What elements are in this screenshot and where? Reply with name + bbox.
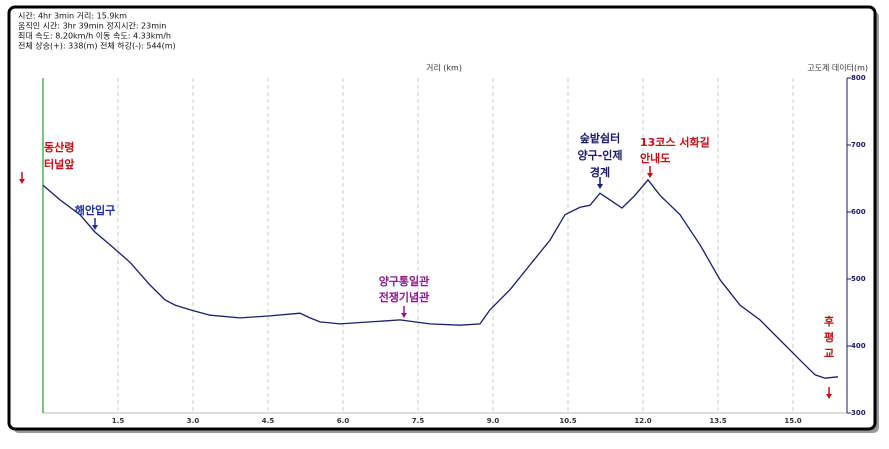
x-tick-label: 13.5 <box>709 417 726 425</box>
y-tick-label: 400 <box>851 342 866 350</box>
x-tick-label: 3.0 <box>187 417 200 425</box>
annotation-arrowhead <box>401 313 407 318</box>
annotation-arrowhead <box>647 173 653 178</box>
annotation-arrowhead <box>92 225 98 230</box>
annotation: 13코스 서화길 <box>640 135 710 149</box>
elevation-line <box>42 178 839 379</box>
annotation: 전쟁기념관 <box>379 290 430 304</box>
y-tick-label: 700 <box>851 141 866 149</box>
annotation: 후 <box>824 314 834 328</box>
x-tick-label: 1.5 <box>112 417 125 425</box>
y-tick-label: 600 <box>851 208 866 216</box>
stat-line: 전체 상승(+): 338(m) 전체 하강(-): 544(m) <box>18 41 176 51</box>
annotation-arrowhead <box>826 394 832 399</box>
x-axis-title: 거리 (km) <box>426 64 462 73</box>
annotation: 양구-인제 <box>577 148 622 162</box>
stat-line: 움직인 시간: 3hr 39min 정지시간: 23min <box>18 21 166 31</box>
annotation: 안내도 <box>640 151 670 165</box>
x-tick-label: 10.5 <box>559 417 576 425</box>
annotation: 동산령 <box>44 140 74 154</box>
stat-line: 최대 속도: 8.20km/h 이동 속도: 4.33km/h <box>18 31 171 41</box>
frame <box>7 5 877 431</box>
annotation-arrowhead <box>19 179 25 184</box>
annotation: 터널앞 <box>44 157 74 171</box>
annotation: 양구통일관 <box>379 274 430 288</box>
x-tick-label: 6.0 <box>337 417 350 425</box>
annotation: 교 <box>824 347 834 360</box>
x-tick-label: 7.5 <box>412 417 425 425</box>
x-tick-label: 4.5 <box>262 417 275 425</box>
y-tick-label: 800 <box>851 74 866 82</box>
annotation: 숲밭쉼터 <box>580 131 620 145</box>
stat-line: 시간: 4hr 3min 거리: 15.9km <box>18 11 127 21</box>
x-tick-label: 15.0 <box>784 417 801 425</box>
y-tick-label: 500 <box>851 275 866 283</box>
annotation-arrowhead <box>597 184 603 189</box>
y-axis-title: 고도계 데이터(m) <box>807 63 868 73</box>
y-tick-label: 300 <box>851 409 866 417</box>
x-tick-label: 9.0 <box>487 417 500 425</box>
annotation: 해안입구 <box>75 203 115 217</box>
annotation: 경계 <box>590 165 610 179</box>
x-tick-label: 12.0 <box>634 417 651 425</box>
annotation: 평 <box>824 330 834 344</box>
